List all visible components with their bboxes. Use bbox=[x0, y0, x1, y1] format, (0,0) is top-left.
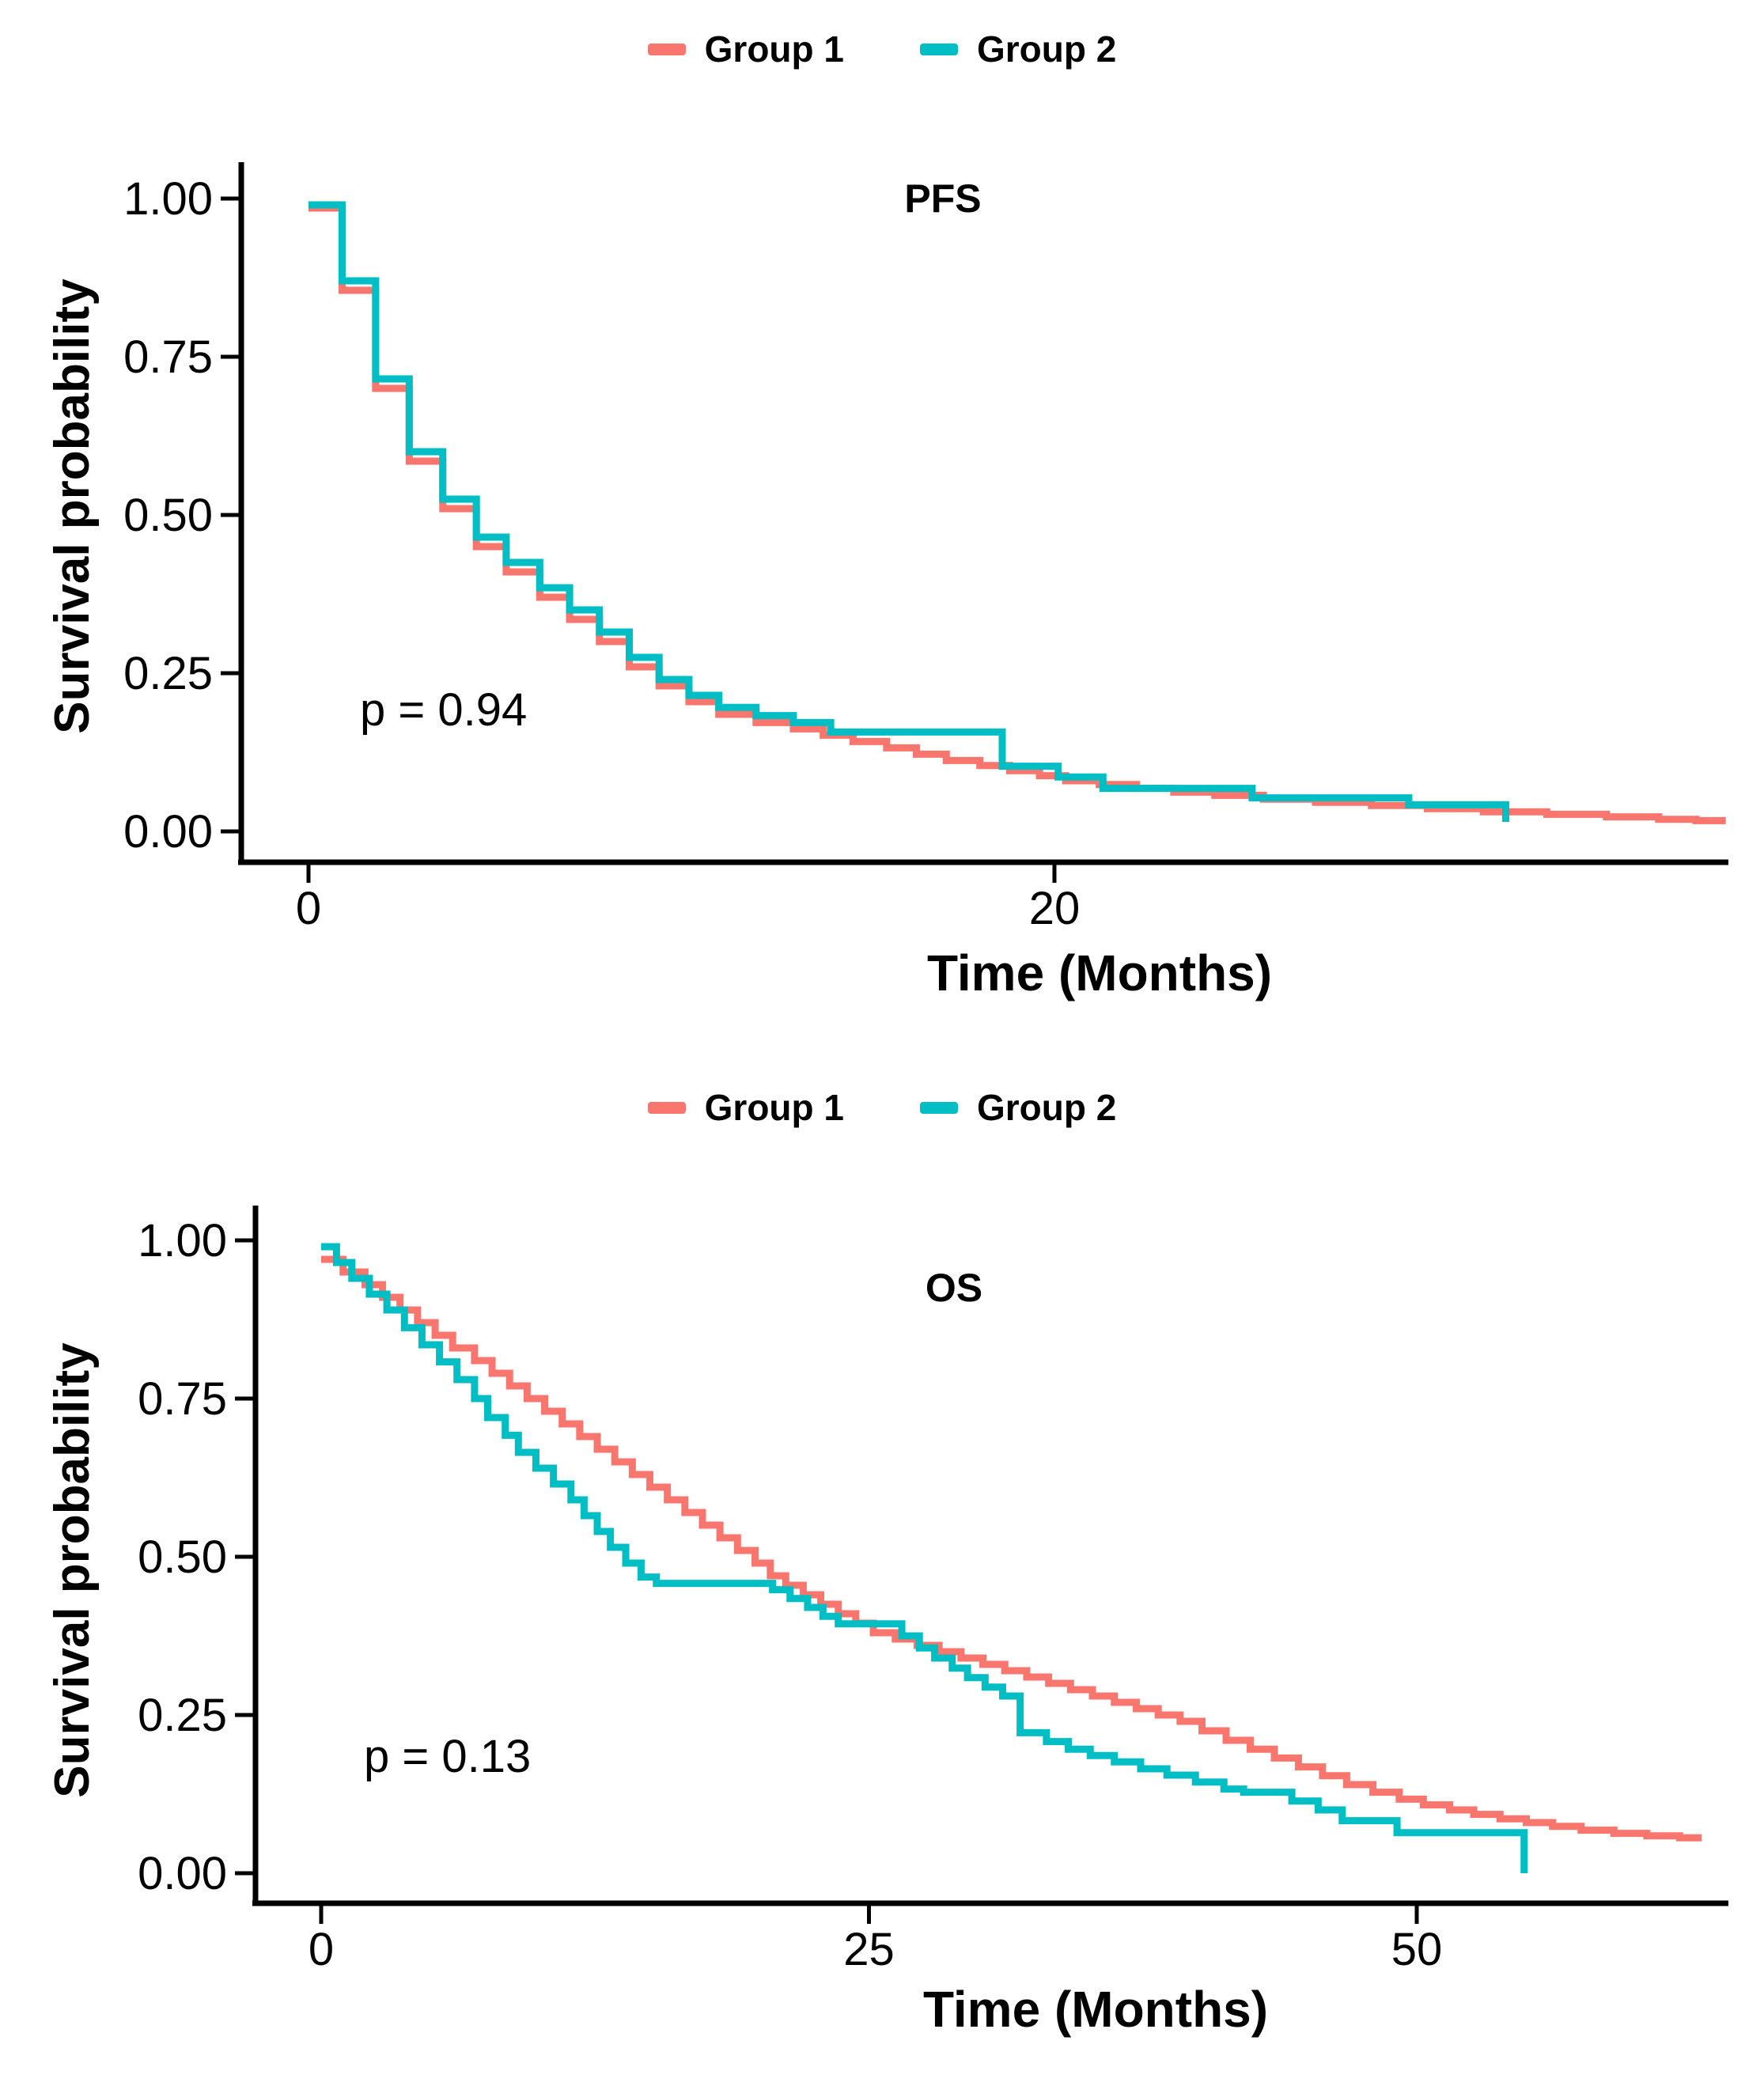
legend-label-group1: Group 1 bbox=[704, 28, 844, 70]
y-tick-label-os: 0.25 bbox=[138, 1690, 227, 1741]
x-tick-label-os: 50 bbox=[1391, 1924, 1443, 1975]
y-tick-label-pfs: 0.50 bbox=[123, 490, 213, 541]
legend-os: Group 1 Group 2 bbox=[0, 1077, 1764, 1138]
y-tick-label-os: 1.00 bbox=[138, 1215, 227, 1266]
group1-line-swatch bbox=[647, 1101, 686, 1114]
y-tick-label-pfs: 0.25 bbox=[123, 648, 213, 699]
x-tick-label-os: 25 bbox=[843, 1924, 895, 1975]
km-curve-pfs-group1 bbox=[309, 204, 1726, 824]
y-tick-label-os: 0.50 bbox=[138, 1531, 227, 1583]
x-axis-title-os: Time (Months) bbox=[923, 1981, 1268, 2038]
legend-label-group2: Group 2 bbox=[977, 1087, 1117, 1128]
y-tick-label-pfs: 0.75 bbox=[123, 331, 213, 383]
p-value-label-os: p = 0.13 bbox=[364, 1731, 531, 1782]
group2-line-swatch bbox=[920, 1101, 958, 1114]
legend-entry-group2: Group 2 bbox=[920, 31, 1116, 67]
x-tick-label-os: 0 bbox=[309, 1924, 334, 1975]
group2-line-swatch bbox=[920, 43, 958, 55]
legend-entry-group2: Group 2 bbox=[920, 1089, 1116, 1126]
km-curve-pfs-group2 bbox=[309, 201, 1510, 822]
y-tick-label-os: 0.00 bbox=[138, 1848, 227, 1899]
y-axis-title-pfs: Survival probability bbox=[45, 278, 100, 734]
legend-label-group1: Group 1 bbox=[704, 1087, 844, 1128]
legend-label-group2: Group 2 bbox=[977, 28, 1117, 70]
legend-pfs: Group 1 Group 2 bbox=[0, 19, 1764, 79]
y-tick-label-pfs: 1.00 bbox=[123, 173, 213, 225]
y-tick-label-pfs: 0.00 bbox=[123, 806, 213, 857]
panel-title-os: OS bbox=[926, 1266, 982, 1310]
group1-line-swatch bbox=[647, 43, 686, 55]
legend-entry-group1: Group 1 bbox=[647, 1087, 844, 1128]
y-tick-label-os: 0.75 bbox=[138, 1373, 227, 1425]
legend-entry-group1: Group 1 bbox=[647, 28, 844, 70]
p-value-label-pfs: p = 0.94 bbox=[360, 684, 527, 736]
y-axis-title-os: Survival probability bbox=[45, 1342, 100, 1798]
km-curve-os-group2 bbox=[321, 1243, 1528, 1873]
x-tick-label-pfs: 0 bbox=[296, 883, 321, 934]
panel-title-pfs: PFS bbox=[904, 176, 981, 221]
x-axis-title-pfs: Time (Months) bbox=[927, 945, 1272, 1001]
x-tick-label-pfs: 20 bbox=[1029, 883, 1081, 934]
